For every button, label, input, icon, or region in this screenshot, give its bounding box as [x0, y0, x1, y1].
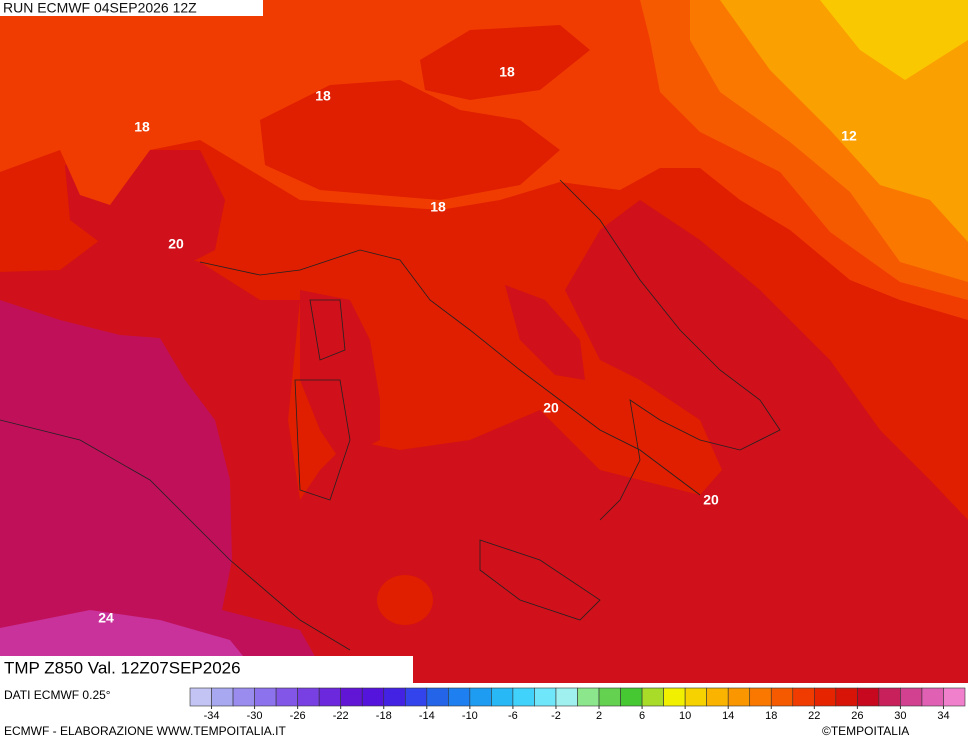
legend-label: -30 — [247, 710, 263, 722]
source-label: DATI ECMWF 0.25° — [4, 688, 111, 702]
legend-label: -14 — [419, 710, 435, 722]
legend-swatch — [598, 687, 621, 707]
legend-label: 26 — [851, 710, 863, 722]
legend-label: 14 — [722, 710, 734, 722]
legend-swatch — [448, 687, 471, 707]
legend-label: 6 — [639, 710, 645, 722]
legend-swatch — [383, 687, 406, 707]
legend-label: -26 — [290, 710, 306, 722]
legend-swatch — [534, 687, 557, 707]
legend-swatch — [878, 687, 901, 707]
band-18-20-alps — [420, 25, 590, 100]
band-20-22-corsica — [300, 290, 380, 460]
legend-swatch — [275, 687, 298, 707]
legend-swatch — [835, 687, 858, 707]
legend-label: -2 — [551, 710, 561, 722]
legend-label: 10 — [679, 710, 691, 722]
legend-swatch — [814, 687, 837, 707]
legend-swatch — [232, 687, 255, 707]
contour-label: 20 — [543, 400, 559, 416]
band-18-20-sicily — [377, 575, 433, 625]
legend-swatch — [469, 687, 492, 707]
legend-swatch — [857, 687, 880, 707]
header-box — [0, 0, 263, 16]
contour-label: 20 — [168, 236, 184, 252]
legend-swatch — [318, 687, 341, 707]
legend-label: 18 — [765, 710, 777, 722]
legend-swatch — [943, 687, 966, 707]
legend-swatch — [297, 687, 320, 707]
band-8-10 — [820, 0, 968, 80]
legend-label: 34 — [937, 710, 949, 722]
contour-label: 12 — [841, 128, 857, 144]
legend-swatch — [491, 687, 514, 707]
legend-swatch — [254, 687, 277, 707]
contour-label: 18 — [134, 119, 150, 135]
band-22-24 — [0, 300, 330, 683]
contour-label: 18 — [499, 64, 515, 80]
legend-label: -18 — [376, 710, 392, 722]
legend-swatch — [577, 687, 600, 707]
band-20-22-italy — [505, 285, 585, 380]
band-18-20-north — [260, 80, 560, 200]
legend-swatch — [641, 687, 664, 707]
legend-swatch — [684, 687, 707, 707]
legend-swatch — [727, 687, 751, 707]
legend-swatch — [361, 687, 385, 707]
title-box — [0, 656, 413, 683]
legend-swatch — [770, 687, 794, 707]
legend-label: 2 — [596, 710, 602, 722]
coastline — [0, 179, 781, 651]
legend-swatch — [340, 687, 363, 707]
legend-label: -6 — [508, 710, 518, 722]
legend-swatch — [706, 687, 729, 707]
legend-swatch — [426, 687, 449, 707]
legend-swatch — [555, 687, 578, 707]
legend-label: -10 — [462, 710, 478, 722]
legend-label: -22 — [333, 710, 349, 722]
copyright-label: ©TEMPOITALIA — [822, 724, 909, 738]
legend-label: -34 — [204, 710, 220, 722]
legend-swatch — [512, 687, 535, 707]
contour-label: 18 — [430, 199, 446, 215]
legend-swatch — [792, 687, 815, 707]
contour-label: 20 — [703, 492, 719, 508]
credit-label: ECMWF - ELABORAZIONE WWW.TEMPOITALIA.IT — [4, 724, 286, 738]
legend-swatch — [900, 687, 923, 707]
legend-swatch — [404, 687, 428, 707]
contour-label: 18 — [315, 88, 331, 104]
legend-swatch — [663, 687, 686, 707]
run-label: RUN ECMWF 04SEP2026 12Z — [3, 0, 197, 16]
legend-label: 30 — [894, 710, 906, 722]
legend-swatch — [620, 687, 643, 707]
legend-swatch — [921, 687, 944, 707]
legend-swatch — [211, 687, 234, 707]
contour-label: 24 — [98, 610, 114, 626]
legend-swatch — [189, 687, 212, 707]
legend-label: 22 — [808, 710, 820, 722]
legend-swatch — [749, 687, 772, 707]
map-title: TMP Z850 Val. 12Z07SEP2026 — [4, 658, 241, 677]
